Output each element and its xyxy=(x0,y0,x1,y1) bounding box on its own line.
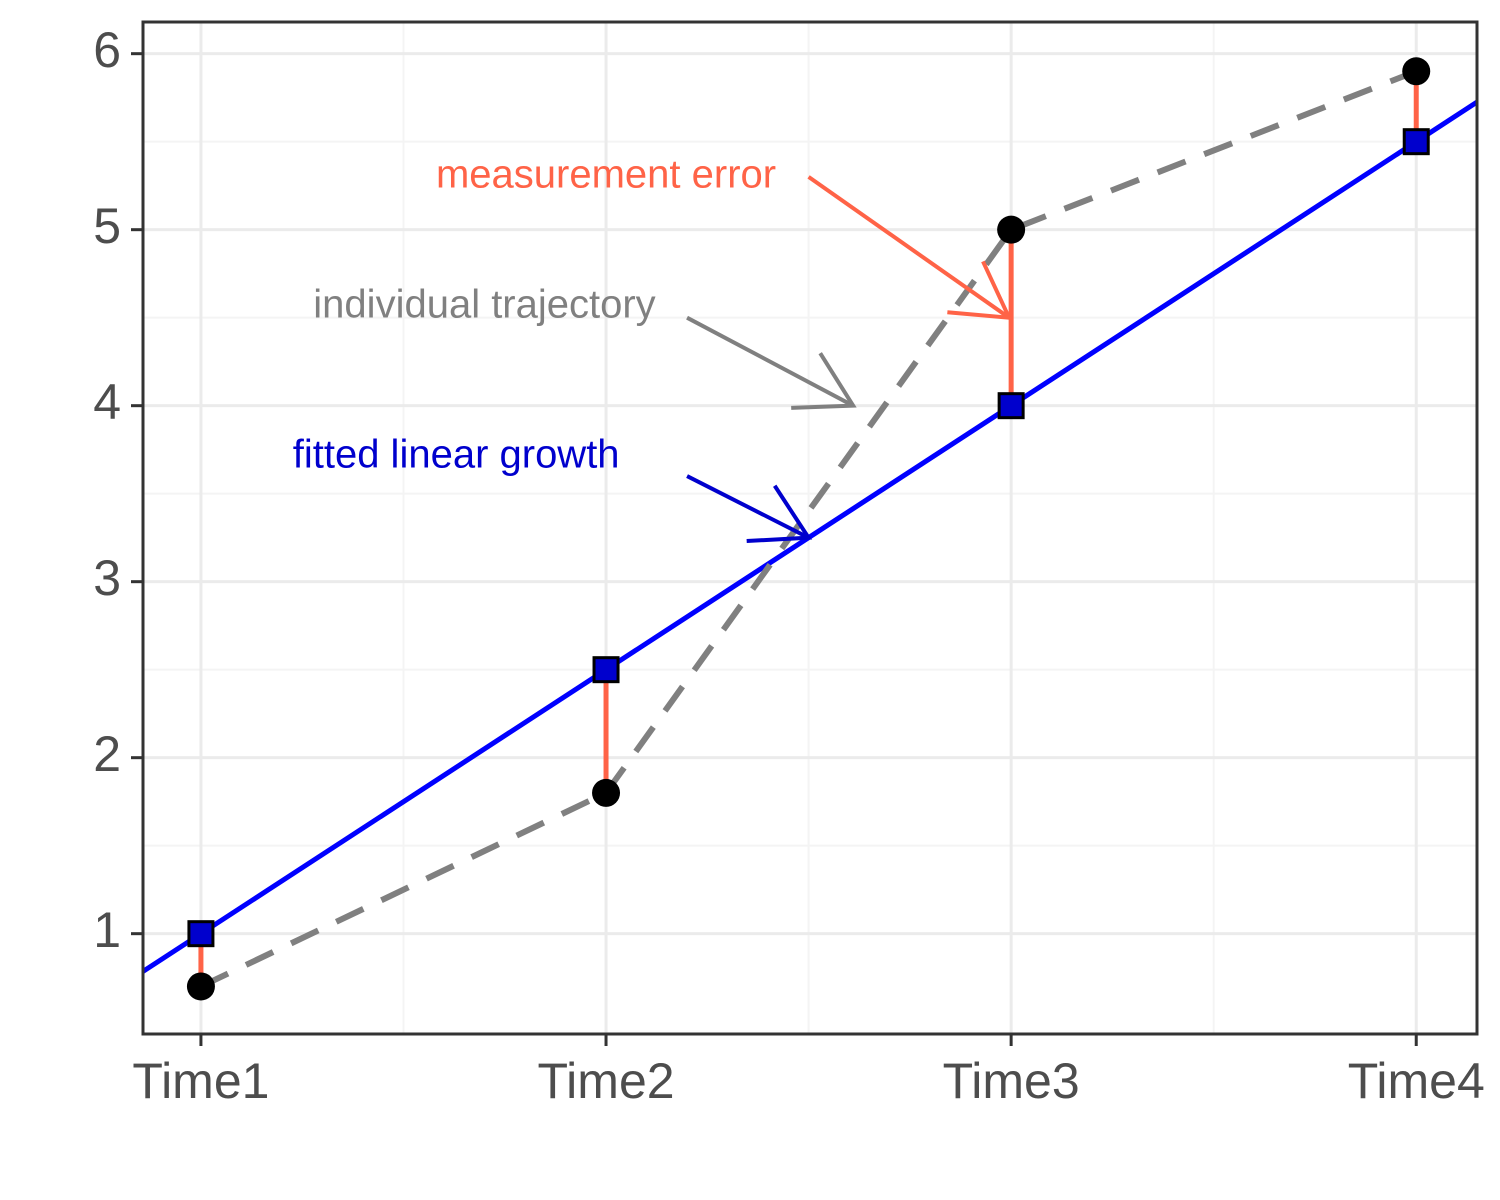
y-tick-label: 2 xyxy=(93,726,121,782)
observed-point xyxy=(1402,57,1431,86)
fitted-point xyxy=(187,920,215,948)
points-layer xyxy=(186,57,1431,1001)
y-tick-label: 1 xyxy=(93,902,121,958)
x-tick-label: Time3 xyxy=(943,1053,1080,1109)
annotation-measurement-arrow xyxy=(807,175,1011,320)
y-tick-label: 6 xyxy=(93,22,121,78)
observed-point xyxy=(997,215,1026,244)
annotations-layer: measurement error individual trajectory fi… xyxy=(293,152,1013,544)
panel-border xyxy=(141,20,1479,1036)
fitted-point xyxy=(997,392,1025,420)
annotation-trajectory-label: individual trajectory xyxy=(313,283,655,327)
x-tick-label: Time4 xyxy=(1348,1053,1485,1109)
annotation-trajectory-arrow xyxy=(686,315,855,408)
observed-point xyxy=(592,778,621,807)
annotation-trajectory-arrowhead xyxy=(791,352,857,410)
annotation-fitted-arrow xyxy=(686,474,810,540)
fitted-point xyxy=(1402,128,1430,156)
annotation-fitted-label: fitted linear growth xyxy=(293,432,620,476)
grid-lines xyxy=(143,22,1477,1034)
trajectory-line xyxy=(199,68,1418,990)
fitted-point xyxy=(592,656,620,684)
annotation-fitted-arrowhead xyxy=(746,484,813,544)
annotation-measurement-label: measurement error xyxy=(436,152,776,196)
y-tick-label: 4 xyxy=(93,374,121,430)
axes-layer: 1 2 3 4 5 6 Time1 Time2 Time3 Time4 xyxy=(93,20,1485,1109)
observed-point xyxy=(186,972,215,1001)
x-tick-label: Time1 xyxy=(132,1053,269,1109)
y-tick-label: 5 xyxy=(93,198,121,254)
y-tick-label: 3 xyxy=(93,550,121,606)
trajectory-line-layer xyxy=(199,68,1418,990)
annotation-measurement-arrowhead xyxy=(947,260,1013,320)
x-tick-label: Time2 xyxy=(538,1053,675,1109)
